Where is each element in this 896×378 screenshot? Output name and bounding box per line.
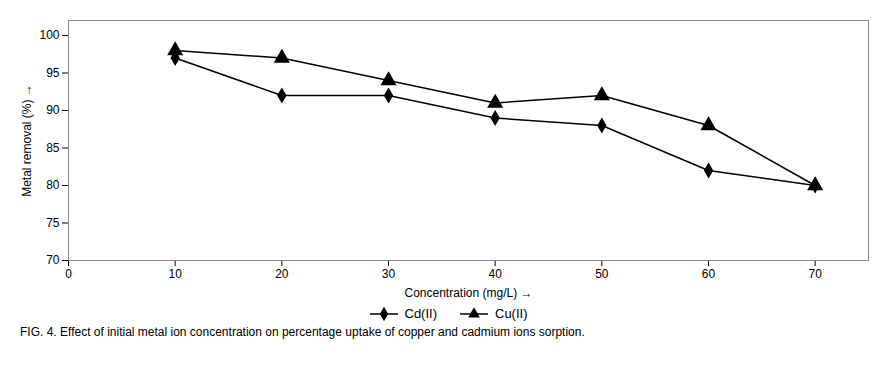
svg-text:Concentration (mg/L) →: Concentration (mg/L) → <box>404 286 532 300</box>
svg-text:60: 60 <box>702 267 716 281</box>
svg-text:70: 70 <box>808 267 822 281</box>
svg-text:90: 90 <box>46 103 60 117</box>
svg-text:10: 10 <box>168 267 182 281</box>
svg-text:100: 100 <box>39 28 59 42</box>
svg-text:Metal removal (%) →: Metal removal (%) → <box>20 84 34 197</box>
svg-text:95: 95 <box>46 66 60 80</box>
svg-text:75: 75 <box>46 216 60 230</box>
svg-text:30: 30 <box>382 267 396 281</box>
svg-text:50: 50 <box>595 267 609 281</box>
html-text:FIG. 4. Effect of initial meta: FIG. 4. Effect of initial metal ion conc… <box>20 325 585 339</box>
svg-text:40: 40 <box>488 267 502 281</box>
html-text:Cd(II): Cd(II) <box>404 306 437 321</box>
svg-text:20: 20 <box>275 267 289 281</box>
svg-text:0: 0 <box>65 267 72 281</box>
svg-text:70: 70 <box>46 253 60 267</box>
svg-text:85: 85 <box>46 141 60 155</box>
html-text:Cu(II): Cu(II) <box>495 306 528 321</box>
svg-text:80: 80 <box>46 178 60 192</box>
